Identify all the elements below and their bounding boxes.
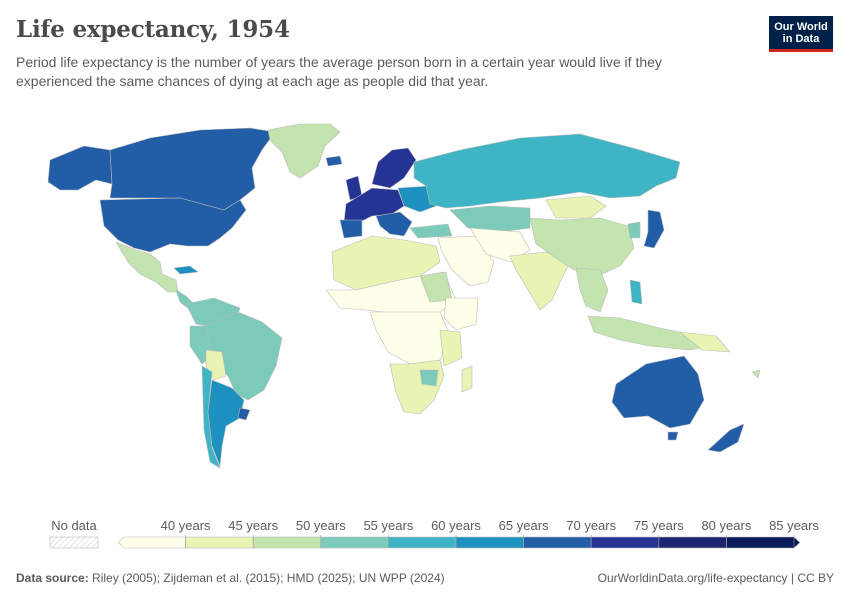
region-kazakhstan-central-asia[interactable] [449, 205, 531, 233]
region-iberia[interactable] [339, 219, 363, 239]
region-uruguay[interactable] [237, 407, 251, 421]
region-alaska[interactable] [47, 145, 113, 191]
region-new-guinea[interactable] [679, 331, 731, 353]
legend-bin-8[interactable] [658, 536, 727, 549]
region-turkey-caucasus[interactable] [409, 223, 453, 239]
region-canada[interactable] [109, 127, 276, 211]
region-tasmania[interactable] [667, 431, 679, 441]
footer-url[interactable]: OurWorldinData.org/life-expectancy | CC … [597, 571, 834, 585]
region-china[interactable] [529, 217, 635, 277]
region-cuba[interactable] [173, 265, 199, 275]
world-map[interactable] [0, 118, 850, 498]
region-italy-balkans[interactable] [375, 211, 413, 237]
region-scandinavia[interactable] [371, 147, 417, 189]
region-mexico[interactable] [115, 241, 179, 293]
logo-line-1: Our World [774, 21, 828, 33]
legend-bin-3[interactable] [320, 536, 389, 549]
legend-tick-label: 65 years [499, 518, 549, 533]
region-mongolia[interactable] [545, 195, 607, 219]
owid-logo[interactable]: Our World in Data [769, 16, 833, 52]
region-southeast-asia[interactable] [575, 267, 609, 313]
legend-bin-5[interactable] [455, 536, 524, 549]
region-japan[interactable] [643, 209, 665, 249]
legend-bin-7[interactable] [590, 536, 660, 549]
region-philippines[interactable] [629, 279, 643, 305]
region-iceland[interactable] [325, 155, 343, 167]
region-central-africa[interactable] [369, 311, 451, 365]
region-united-states[interactable] [99, 197, 247, 253]
region-north-africa[interactable] [331, 235, 441, 291]
region-zimbabwe[interactable] [419, 369, 439, 387]
region-russia[interactable] [413, 133, 681, 209]
region-chile[interactable] [201, 365, 221, 469]
color-legend: No data 40 years 45 years 50 years 55 years… [49, 518, 819, 549]
legend-bin-1[interactable] [185, 536, 254, 549]
source-text: Riley (2005); Zijdeman et al. (2015); HM… [92, 571, 445, 585]
legend-tick-label: 55 years [363, 518, 413, 533]
legend-tick-label: 45 years [228, 518, 278, 533]
region-horn-of-africa[interactable] [443, 297, 479, 331]
legend-bin-6[interactable] [523, 536, 592, 549]
region-madagascar[interactable] [461, 365, 473, 393]
logo-line-2: in Data [782, 33, 820, 45]
region-eastern-europe[interactable] [397, 185, 437, 213]
legend-bin-0[interactable] [117, 536, 186, 549]
region-east-africa[interactable] [439, 329, 463, 367]
region-new-zealand[interactable] [707, 423, 745, 453]
chart-title: Life expectancy, 1954 [16, 16, 290, 43]
footer: Data source: Riley (2005); Zijdeman et a… [16, 571, 834, 585]
region-argentina[interactable] [207, 379, 245, 467]
region-southern-africa[interactable] [389, 359, 445, 415]
legend-tick-label: 60 years [431, 518, 481, 533]
legend-tick-label: 40 years [161, 518, 211, 533]
no-data-swatch [49, 536, 99, 549]
legend-tick-label: 85 years [769, 518, 819, 533]
legend-tick-label: 50 years [296, 518, 346, 533]
region-greenland[interactable] [267, 123, 341, 179]
legend-bin-9[interactable] [726, 536, 801, 549]
region-pacific-islands[interactable] [751, 369, 761, 379]
no-data-label: No data [51, 518, 97, 533]
legend-tick-label: 70 years [566, 518, 616, 533]
source-label: Data source: [16, 571, 89, 585]
legend-bin-2[interactable] [252, 536, 322, 549]
chart-subtitle: Period life expectancy is the number of … [16, 54, 662, 89]
region-australia[interactable] [611, 355, 705, 429]
legend-bin-4[interactable] [388, 536, 457, 549]
legend-tick-label: 75 years [634, 518, 684, 533]
legend-tick-label: 80 years [701, 518, 751, 533]
region-korea[interactable] [627, 221, 641, 239]
